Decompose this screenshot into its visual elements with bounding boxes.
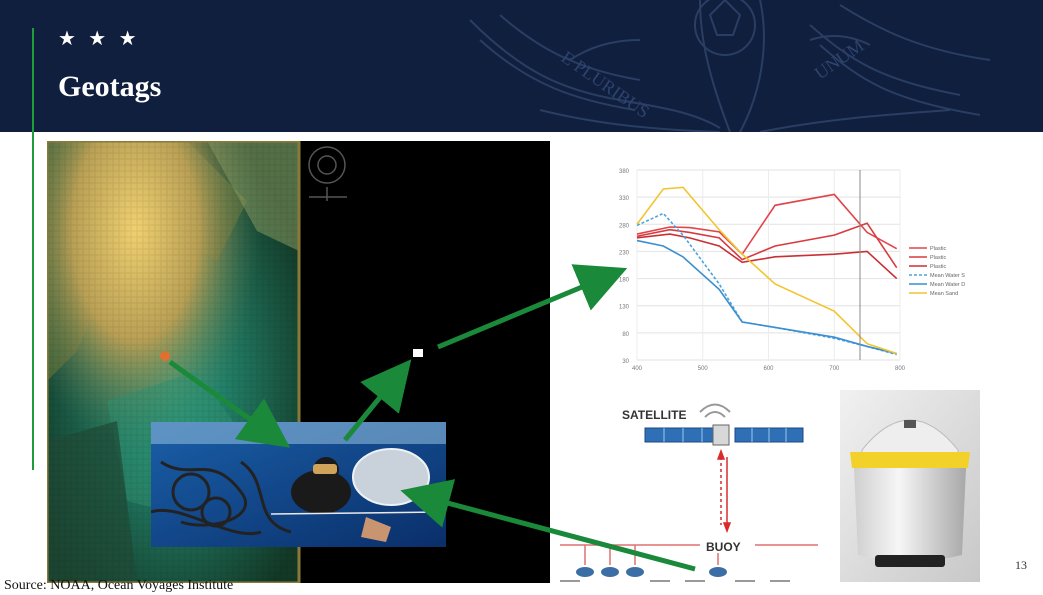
legend-label: Plastic bbox=[930, 255, 946, 261]
arrow-marker-to-chart bbox=[437, 264, 628, 350]
y-tick-label: 330 bbox=[619, 196, 630, 202]
uplink-downlink-arrows bbox=[716, 448, 732, 534]
stars-decoration: ★ ★ ★ bbox=[58, 26, 140, 50]
series-line bbox=[636, 186, 897, 355]
y-tick-label: 30 bbox=[622, 359, 629, 365]
debris-hotspot-marker bbox=[160, 351, 170, 361]
x-tick-label: 600 bbox=[763, 366, 774, 372]
buoy-icons bbox=[576, 567, 727, 577]
arrow-photo-to-marker bbox=[343, 359, 412, 442]
x-tick-label: 400 bbox=[632, 366, 643, 372]
chart-legend: Plastic Plastic Plastic Mean Water S Mean Wa… bbox=[909, 246, 965, 297]
satellite-buoy-diagram: SATELLITE BUOY bbox=[560, 403, 818, 582]
x-tick-label: 500 bbox=[698, 366, 709, 372]
satellite-label: SATELLITE bbox=[622, 408, 686, 422]
arrow-hotspot-to-photo bbox=[168, 359, 291, 448]
source-caption: Source: NOAA, Ocean Voyages Institute bbox=[4, 578, 234, 593]
legend-label: Mean Sand bbox=[930, 291, 958, 297]
diver-photo bbox=[151, 422, 446, 547]
target-marker bbox=[413, 349, 423, 357]
green-accent-bar bbox=[32, 28, 34, 470]
x-tick-label: 700 bbox=[829, 366, 840, 372]
legend-label: Mean Water S bbox=[930, 273, 965, 279]
gps-buoy-photo bbox=[840, 390, 980, 582]
page-number: 13 bbox=[1015, 558, 1027, 572]
chart-x-ticks: 400 500 600 700 800 bbox=[632, 366, 906, 372]
y-tick-label: 80 bbox=[622, 332, 629, 338]
legend-label: Plastic bbox=[930, 264, 946, 270]
satellite-icon bbox=[644, 424, 804, 446]
chart-series bbox=[636, 186, 898, 356]
slide-title: Geotags bbox=[58, 70, 162, 103]
eagle-seal-watermark: E PLURIBUS UNUM bbox=[469, 0, 991, 132]
y-tick-label: 380 bbox=[619, 169, 630, 175]
y-tick-label: 230 bbox=[619, 250, 630, 256]
x-tick-label: 800 bbox=[895, 366, 906, 372]
buoy-label: BUOY bbox=[706, 540, 741, 554]
legend-label: Mean Water D bbox=[930, 282, 965, 288]
wifi-signal-icon bbox=[699, 403, 731, 418]
y-tick-label: 280 bbox=[619, 223, 630, 229]
compass-rose-icon bbox=[308, 146, 347, 201]
slide-header: E PLURIBUS UNUM ★ ★ ★ Geotags bbox=[0, 0, 1043, 132]
legend-label: Plastic bbox=[930, 246, 946, 252]
series-line bbox=[636, 222, 898, 269]
series-line bbox=[636, 239, 897, 355]
arrow-buoy-to-photo bbox=[400, 479, 696, 572]
series-line bbox=[636, 233, 898, 280]
